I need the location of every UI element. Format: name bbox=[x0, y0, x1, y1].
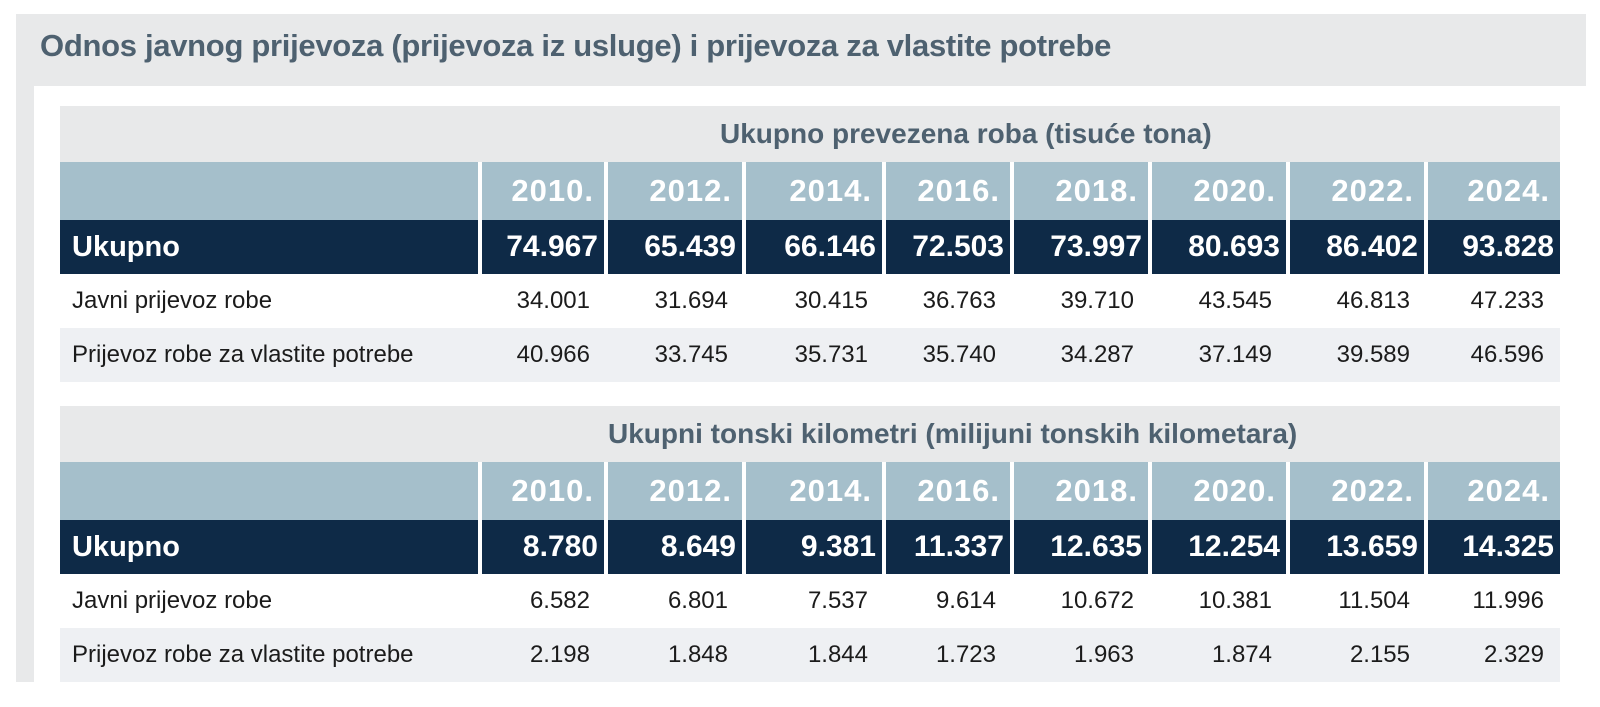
year-header-row: 2010. 2012. 2014. 2016. 2018. 2020. 2022… bbox=[60, 162, 1560, 220]
table-cell: 1.963 bbox=[1012, 628, 1150, 682]
table-row: Javni prijevoz robe 6.582 6.801 7.537 9.… bbox=[60, 574, 1560, 628]
table-heading-bar: Ukupni tonski kilometri (milijuni tonski… bbox=[60, 406, 1560, 462]
table-block-tonne-km: Ukupni tonski kilometri (milijuni tonski… bbox=[60, 406, 1560, 682]
table-cell: 1.844 bbox=[744, 628, 884, 682]
year-header: 2020. bbox=[1148, 462, 1288, 520]
total-cell: 65.439 bbox=[604, 220, 744, 274]
total-cell: 93.828 bbox=[1424, 220, 1560, 274]
table-cell: 1.723 bbox=[884, 628, 1012, 682]
table-cell: 40.966 bbox=[480, 328, 606, 382]
row-label: Ukupno bbox=[60, 520, 480, 574]
total-cell: 80.693 bbox=[1148, 220, 1288, 274]
total-cell: 12.635 bbox=[1010, 520, 1150, 574]
year-header: 2020. bbox=[1148, 162, 1288, 220]
table-cell: 37.149 bbox=[1150, 328, 1288, 382]
year-header: 2012. bbox=[604, 162, 744, 220]
table-cell: 34.287 bbox=[1012, 328, 1150, 382]
year-header: 2012. bbox=[604, 462, 744, 520]
table-cell: 6.801 bbox=[606, 574, 744, 628]
year-header: 2022. bbox=[1286, 162, 1426, 220]
total-cell: 66.146 bbox=[742, 220, 884, 274]
table-cell: 30.415 bbox=[744, 274, 884, 328]
table-cell: 35.731 bbox=[744, 328, 884, 382]
table-row: Javni prijevoz robe 34.001 31.694 30.415… bbox=[60, 274, 1560, 328]
year-header: 2022. bbox=[1286, 462, 1426, 520]
table-cell: 10.672 bbox=[1012, 574, 1150, 628]
row-label: Javni prijevoz robe bbox=[60, 274, 480, 328]
table-cell: 47.233 bbox=[1426, 274, 1560, 328]
year-header-row: 2010. 2012. 2014. 2016. 2018. 2020. 2022… bbox=[60, 462, 1560, 520]
header-blank-cell bbox=[60, 162, 480, 220]
total-cell: 13.659 bbox=[1286, 520, 1426, 574]
table-cell: 10.381 bbox=[1150, 574, 1288, 628]
row-label: Prijevoz robe za vlastite potrebe bbox=[60, 328, 480, 382]
table-heading: Ukupni tonski kilometri (milijuni tonski… bbox=[608, 418, 1298, 449]
year-header: 2018. bbox=[1010, 462, 1150, 520]
table-cell: 33.745 bbox=[606, 328, 744, 382]
page-title: Odnos javnog prijevoza (prijevoza iz usl… bbox=[40, 28, 1112, 63]
table-heading-bar: Ukupno prevezena roba (tisuće tona) bbox=[60, 106, 1560, 162]
table-cell: 35.740 bbox=[884, 328, 1012, 382]
table-cell: 9.614 bbox=[884, 574, 1012, 628]
table-cell: 34.001 bbox=[480, 274, 606, 328]
table-cell: 6.582 bbox=[480, 574, 606, 628]
row-label: Prijevoz robe za vlastite potrebe bbox=[60, 628, 480, 682]
total-cell: 9.381 bbox=[742, 520, 884, 574]
table-row: Prijevoz robe za vlastite potrebe 40.966… bbox=[60, 328, 1560, 382]
total-cell: 14.325 bbox=[1424, 520, 1560, 574]
total-cell: 12.254 bbox=[1148, 520, 1288, 574]
total-cell: 72.503 bbox=[882, 220, 1012, 274]
table-cell: 2.329 bbox=[1426, 628, 1560, 682]
table-cell: 43.545 bbox=[1150, 274, 1288, 328]
year-header: 2010. bbox=[478, 162, 606, 220]
table-cell: 36.763 bbox=[884, 274, 1012, 328]
table-cell: 39.589 bbox=[1288, 328, 1426, 382]
row-label: Ukupno bbox=[60, 220, 480, 274]
year-header: 2014. bbox=[742, 462, 884, 520]
table-cell: 2.198 bbox=[480, 628, 606, 682]
table-cell: 11.504 bbox=[1288, 574, 1426, 628]
total-cell: 73.997 bbox=[1010, 220, 1150, 274]
table-cell: 39.710 bbox=[1012, 274, 1150, 328]
table-heading: Ukupno prevezena roba (tisuće tona) bbox=[720, 118, 1212, 149]
year-header: 2018. bbox=[1010, 162, 1150, 220]
title-bar bbox=[16, 14, 1586, 86]
year-header: 2016. bbox=[882, 162, 1012, 220]
data-table: 2010. 2012. 2014. 2016. 2018. 2020. 2022… bbox=[60, 462, 1560, 682]
table-cell: 1.874 bbox=[1150, 628, 1288, 682]
total-cell: 86.402 bbox=[1286, 220, 1426, 274]
total-cell: 8.649 bbox=[604, 520, 744, 574]
table-cell: 46.596 bbox=[1426, 328, 1560, 382]
table-row: Prijevoz robe za vlastite potrebe 2.198 … bbox=[60, 628, 1560, 682]
total-cell: 8.780 bbox=[478, 520, 606, 574]
total-row: Ukupno 74.967 65.439 66.146 72.503 73.99… bbox=[60, 220, 1560, 274]
table-cell: 46.813 bbox=[1288, 274, 1426, 328]
table-cell: 31.694 bbox=[606, 274, 744, 328]
year-header: 2016. bbox=[882, 462, 1012, 520]
year-header: 2010. bbox=[478, 462, 606, 520]
table-cell: 1.848 bbox=[606, 628, 744, 682]
year-header: 2024. bbox=[1424, 162, 1560, 220]
table-cell: 2.155 bbox=[1288, 628, 1426, 682]
row-label: Javni prijevoz robe bbox=[60, 574, 480, 628]
table-cell: 11.996 bbox=[1426, 574, 1560, 628]
table-cell: 7.537 bbox=[744, 574, 884, 628]
data-table: 2010. 2012. 2014. 2016. 2018. 2020. 2022… bbox=[60, 162, 1560, 382]
header-blank-cell bbox=[60, 462, 480, 520]
table-block-tonnes: Ukupno prevezena roba (tisuće tona) 2010… bbox=[60, 106, 1560, 382]
year-header: 2024. bbox=[1424, 462, 1560, 520]
total-cell: 74.967 bbox=[478, 220, 606, 274]
total-row: Ukupno 8.780 8.649 9.381 11.337 12.635 1… bbox=[60, 520, 1560, 574]
year-header: 2014. bbox=[742, 162, 884, 220]
total-cell: 11.337 bbox=[882, 520, 1012, 574]
